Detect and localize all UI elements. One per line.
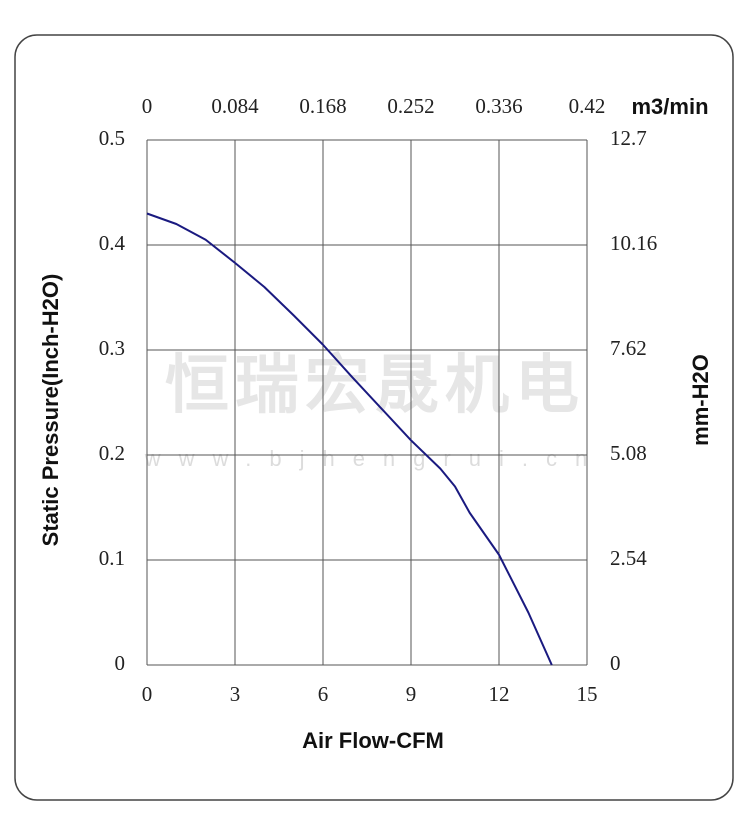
y2-axis-title: mm-H2O <box>688 354 713 446</box>
x2-tick-label: 0.168 <box>299 94 346 118</box>
x2-tick-label: 0.252 <box>387 94 434 118</box>
y-tick-label: 0.2 <box>99 441 125 465</box>
y2-tick-label: 0 <box>610 651 621 675</box>
x2-tick-label: 0 <box>142 94 153 118</box>
frame <box>14 34 734 801</box>
y2-tick-label: 5.08 <box>610 441 647 465</box>
x2-tick-label: 0.336 <box>475 94 522 118</box>
y2-tick-label: 2.54 <box>610 546 647 570</box>
x2-tick-label: 0.42 <box>569 94 606 118</box>
curve <box>146 212 553 666</box>
x2-tick-label: 0.084 <box>211 94 259 118</box>
x-tick-label: 9 <box>406 682 417 706</box>
x-tick-label: 6 <box>318 682 329 706</box>
y-tick-label: 0.3 <box>99 336 125 360</box>
y-tick-label: 0.5 <box>99 126 125 150</box>
watermark-url: www.bjhengrui.cn <box>144 446 605 471</box>
y2-tick-label: 7.62 <box>610 336 647 360</box>
y-axis-title: Static Pressure(Inch-H2O) <box>38 274 63 547</box>
y2-tick-label: 12.7 <box>610 126 647 150</box>
watermark: 恒瑞宏晟机电 <box>165 349 585 421</box>
x2-axis-title: m3/min <box>631 94 708 119</box>
x-tick-label: 3 <box>230 682 241 706</box>
x-axis-title: Air Flow-CFM <box>302 728 444 753</box>
y2-tick-label: 10.16 <box>610 231 657 255</box>
x-tick-label: 12 <box>489 682 510 706</box>
x-tick-label: 0 <box>142 682 153 706</box>
y-tick-label: 0.1 <box>99 546 125 570</box>
y-tick-label: 0.4 <box>99 231 126 255</box>
x-tick-label: 15 <box>577 682 598 706</box>
y-tick-label: 0 <box>115 651 126 675</box>
